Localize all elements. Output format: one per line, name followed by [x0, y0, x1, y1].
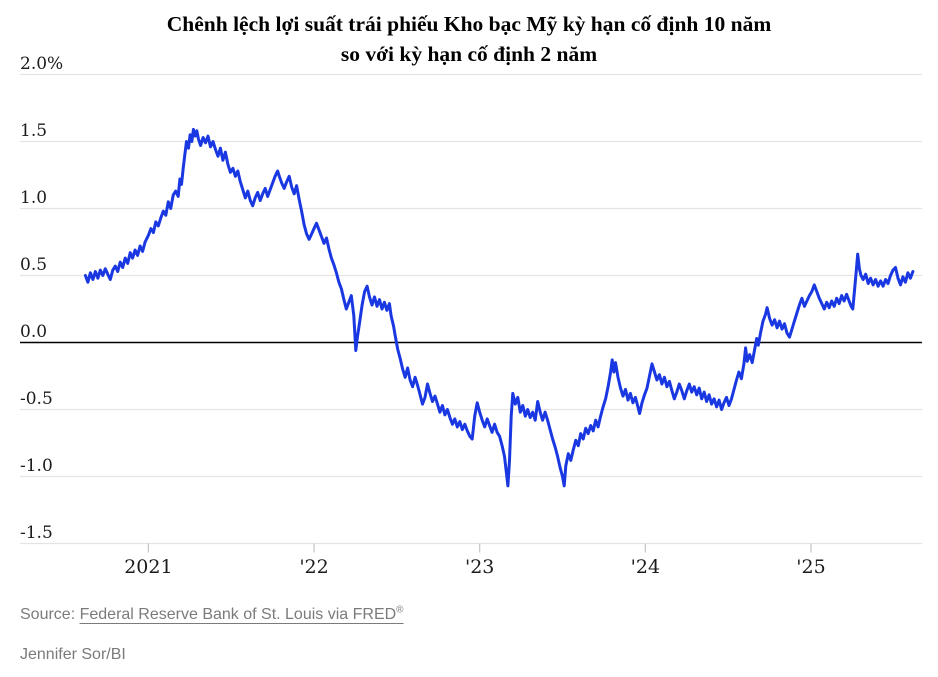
x-axis-label: '23: [464, 556, 495, 578]
x-axis-label: 2021: [124, 556, 173, 578]
registered-mark: ®: [396, 604, 404, 616]
y-axis-label: -0.5: [20, 388, 53, 409]
source-link-text: Federal Reserve Bank of St. Louis via FR…: [79, 606, 397, 623]
chart-title: Chênh lệch lợi suất trái phiếu Kho bạc M…: [0, 9, 938, 69]
y-axis-label: 1.0: [20, 187, 48, 208]
y-axis-label: -1.0: [20, 455, 53, 476]
yield-spread-line: [83, 127, 915, 488]
chart-title-line2: so với kỳ hạn cố định 2 năm: [340, 42, 598, 66]
author-credit: Jennifer Sor/BI: [20, 646, 126, 663]
y-axis-label: 0.5: [20, 254, 48, 275]
x-axis-label: '22: [299, 556, 329, 578]
y-axis-label: 1.5: [20, 120, 48, 141]
x-axis-label: '25: [796, 556, 826, 578]
y-axis-label: -1.5: [20, 522, 53, 543]
source-label: Source:: [20, 606, 80, 623]
source-row: Source: Federal Reserve Bank of St. Loui…: [20, 604, 404, 626]
x-axis-label: '24: [630, 556, 661, 578]
y-axis-label: 2.0%: [20, 53, 64, 74]
y-axis-label: 0.0: [20, 321, 48, 342]
chart-title-line1: Chênh lệch lợi suất trái phiếu Kho bạc M…: [166, 12, 772, 36]
source-link[interactable]: Federal Reserve Bank of St. Louis via FR…: [79, 604, 404, 623]
